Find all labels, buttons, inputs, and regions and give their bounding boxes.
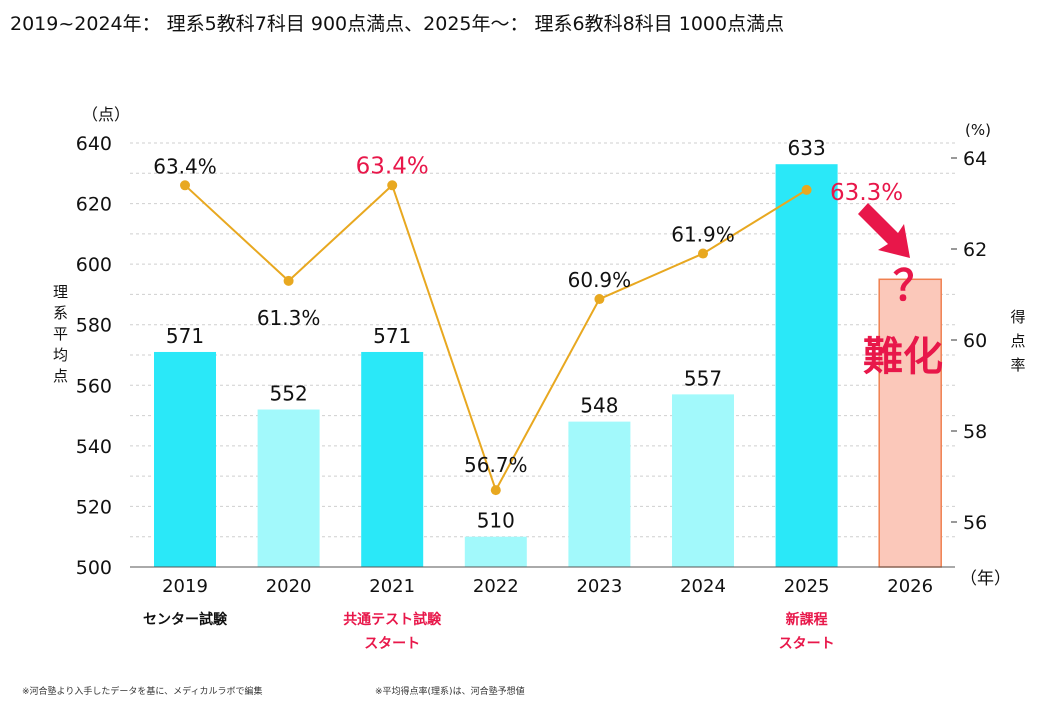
bar-label: 557 <box>684 366 722 390</box>
harder-annotation: 難化 <box>863 334 943 380</box>
footnote-1: ※河合塾より入手したデータを基に、メディカルラボで編集 <box>22 685 262 697</box>
right-tick-label: 56 <box>963 512 987 534</box>
left-tick-label: 540 <box>76 436 112 458</box>
x-tick-label: 2024 <box>680 576 726 597</box>
bar-label: 510 <box>477 509 515 533</box>
bar-2023 <box>568 421 631 567</box>
rate-label: 61.3% <box>257 306 321 330</box>
x-tick-label: 2020 <box>266 576 312 597</box>
right-axis-label-char: 点 <box>1010 332 1025 350</box>
bar-label: 548 <box>580 394 618 418</box>
left-tick-label: 620 <box>76 194 112 216</box>
rate-point <box>387 180 398 191</box>
right-tick-label: 62 <box>963 239 987 261</box>
x-tick-label: 2023 <box>576 576 622 597</box>
chart-title: 2019~2024年： 理系5教科7科目 900点満点、2025年～： 理系6教… <box>10 13 784 35</box>
rate-point <box>180 180 190 191</box>
left-tick-label: 640 <box>76 133 112 155</box>
right-tick-label: 64 <box>963 148 987 170</box>
left-tick-label: 500 <box>76 557 112 579</box>
x-tick-label: 2022 <box>473 576 519 597</box>
right-tick-label: 58 <box>963 421 987 443</box>
left-tick-label: 520 <box>76 496 112 518</box>
bar-2026 <box>878 278 942 568</box>
footnote-2: ※平均得点率(理系)は、河合塾予想値 <box>375 685 525 697</box>
rate-point <box>594 294 605 305</box>
right-tick-label: 60 <box>963 330 987 352</box>
rate-point <box>698 248 708 259</box>
x-tick-label: 2026 <box>887 576 933 597</box>
bar-2020 <box>257 409 320 567</box>
left-tick-label: 600 <box>76 254 112 276</box>
question-mark: ？ <box>893 261 935 310</box>
rate-label: 61.9% <box>671 223 735 247</box>
rate-label: 63.3% <box>830 180 903 206</box>
bar-label: 552 <box>270 382 308 406</box>
left-tick-label: 580 <box>76 315 112 337</box>
bar-2024 <box>672 394 734 567</box>
right-axis-label-char: 得 <box>1010 308 1025 326</box>
bar-label: 571 <box>373 324 411 348</box>
left-axis-label: 理系平均点 <box>51 284 69 389</box>
category-note: 共通テスト試験 <box>343 611 442 628</box>
category-note: スタート <box>364 636 420 652</box>
bar-2025 <box>775 164 838 567</box>
arrow-icon <box>858 203 910 258</box>
x-tick-label: 2021 <box>369 576 415 597</box>
bar-label: 571 <box>166 324 204 348</box>
rate-label: 60.9% <box>568 268 632 292</box>
bar-label: 633 <box>788 136 826 160</box>
rate-point <box>283 275 294 286</box>
x-tick-label: 2025 <box>784 576 830 597</box>
category-note: スタート <box>779 636 835 652</box>
bar-2022 <box>464 536 527 567</box>
x-axis-unit: （年） <box>960 569 1011 589</box>
bar-2019 <box>154 351 216 567</box>
rate-label: 63.4% <box>356 153 429 179</box>
right-axis-unit: (%) <box>965 121 991 139</box>
right-axis-label: 得点率 <box>1010 308 1025 374</box>
rate-label: 63.4% <box>153 154 217 178</box>
bar-2021 <box>361 351 424 567</box>
left-tick-label: 560 <box>76 375 112 397</box>
x-tick-label: 2019 <box>162 576 208 597</box>
left-axis-unit: （点） <box>82 105 130 124</box>
right-axis-label-char: 率 <box>1010 356 1025 374</box>
category-note: センター試験 <box>143 611 228 628</box>
category-note: 新課程 <box>786 611 828 628</box>
rate-point <box>801 184 812 195</box>
rate-point <box>490 485 501 496</box>
rate-label: 56.7% <box>464 453 528 477</box>
